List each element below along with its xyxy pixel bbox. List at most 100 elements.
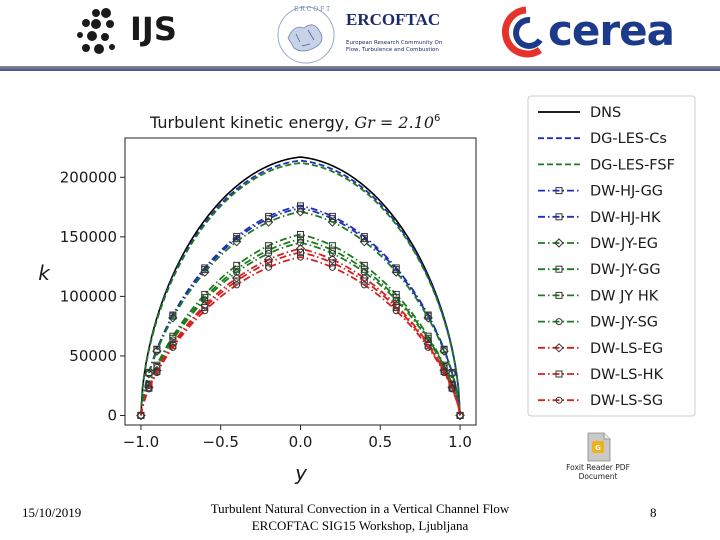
data-point xyxy=(328,242,336,250)
ijs-logo-text: IJS xyxy=(130,10,177,48)
chart-title: Turbulent kinetic energy, Gr = 2.106 xyxy=(149,113,440,132)
data-point xyxy=(439,346,449,356)
data-point xyxy=(295,244,306,254)
chart-title-math: Gr = 2.10 xyxy=(354,113,434,132)
y-tick-label: 50000 xyxy=(69,347,117,365)
footer-title: Turbulent Natural Convection in a Vertic… xyxy=(160,500,560,534)
legend-entry: DW-LS-EG xyxy=(538,341,663,357)
data-point xyxy=(233,281,241,289)
data-point xyxy=(145,385,153,393)
y-axis-label: k xyxy=(38,261,51,285)
data-point xyxy=(265,263,273,271)
data-point xyxy=(360,268,368,276)
data-point xyxy=(440,369,448,377)
data-point xyxy=(447,368,457,379)
page-number: 8 xyxy=(650,505,657,520)
series-line xyxy=(140,162,461,416)
data-point xyxy=(263,217,274,227)
legend-marker xyxy=(555,291,563,299)
data-point xyxy=(297,253,304,261)
series-dw-ls-hk xyxy=(137,248,464,419)
legend-label: DW-JY-SG xyxy=(590,315,658,331)
foxit-pdf-label: Foxit Reader PDF Document xyxy=(566,463,630,481)
data-point xyxy=(392,307,400,315)
data-point xyxy=(360,281,368,289)
legend-entry: DW-HJ-HK xyxy=(538,210,661,226)
legend-marker xyxy=(555,370,563,378)
plot-frame xyxy=(124,137,477,426)
data-point xyxy=(423,313,433,323)
data-point xyxy=(265,215,273,223)
footer-title-line2: ERCOFTAC SIG15 Workshop, Ljubljana xyxy=(251,518,469,533)
data-point xyxy=(391,300,401,310)
legend-label: DW-JY-GG xyxy=(590,262,661,278)
slide-header: IJS E R C O F T ERCOFTAC European Resear… xyxy=(0,0,720,75)
series-line xyxy=(140,159,461,416)
legend-label: DW-LS-SG xyxy=(590,393,663,409)
series-line xyxy=(140,256,461,416)
legend-marker xyxy=(555,265,563,273)
y-tick-label: 0 xyxy=(107,406,117,424)
legend-entry: DW-LS-HK xyxy=(538,367,664,383)
data-point xyxy=(265,259,273,267)
data-point xyxy=(327,254,338,265)
series-line xyxy=(140,251,461,416)
data-point xyxy=(392,304,400,312)
data-point xyxy=(391,267,401,277)
data-point xyxy=(327,217,338,227)
y-tick-label: 100000 xyxy=(60,287,117,305)
data-point xyxy=(328,259,336,267)
y-axis: 0 50000 100000 150000 200000 xyxy=(60,168,125,424)
chart-title-text: Turbulent kinetic energy, xyxy=(149,113,354,132)
y-tick-label: 200000 xyxy=(60,168,117,186)
legend-label: DW JY HK xyxy=(590,288,659,304)
series-dw-ls-sg xyxy=(137,253,464,419)
series-line xyxy=(140,210,461,416)
series-line xyxy=(140,156,461,416)
legend-entry: DW-JY-EG xyxy=(538,236,658,252)
legend-label: DW-JY-EG xyxy=(590,236,658,252)
legend-entry: DW JY HK xyxy=(538,288,659,304)
data-point xyxy=(297,230,304,238)
svg-text:G: G xyxy=(595,444,601,452)
data-point xyxy=(265,242,273,250)
series-dw-ls-eg xyxy=(136,244,465,421)
plot-area xyxy=(136,156,465,421)
legend-label: DG-LES-FSF xyxy=(590,157,675,173)
legend-entry: DW-LS-SG xyxy=(538,393,663,409)
legend-label: DG-LES-Cs xyxy=(590,131,667,147)
data-point xyxy=(153,369,161,377)
svg-text:E R C O F T: E R C O F T xyxy=(294,6,330,13)
foxit-pdf-attachment[interactable]: G Foxit Reader PDF Document xyxy=(556,432,640,488)
data-point xyxy=(424,343,432,351)
x-tick-label: −0.5 xyxy=(203,433,239,451)
x-tick-label: 1.0 xyxy=(448,433,472,451)
pdf-file-icon: G xyxy=(587,432,611,462)
cerea-swirl-icon xyxy=(501,6,543,58)
data-point xyxy=(233,268,241,276)
data-point xyxy=(201,307,209,315)
x-tick-label: 0.0 xyxy=(289,433,313,451)
data-point xyxy=(169,343,177,351)
legend-label: DW-HJ-HK xyxy=(590,210,661,226)
data-point xyxy=(328,250,336,258)
chart-title-exp: 6 xyxy=(434,113,440,124)
legend-label: DW-LS-EG xyxy=(590,341,663,357)
header-rule xyxy=(0,66,720,71)
data-point xyxy=(448,385,456,393)
x-tick-label: 0.5 xyxy=(368,433,392,451)
series-line xyxy=(140,238,461,416)
data-point xyxy=(265,250,273,258)
series-dg-les-fsf xyxy=(140,162,461,416)
legend-label: DNS xyxy=(590,105,621,121)
legend-entry: DNS xyxy=(538,105,621,121)
tke-chart: Turbulent kinetic energy, Gr = 2.106 −1.… xyxy=(38,95,696,485)
series-dns xyxy=(140,156,461,416)
footer-title-line1: Turbulent Natural Convection in a Vertic… xyxy=(210,501,510,516)
data-point xyxy=(392,266,400,274)
data-point xyxy=(424,312,432,320)
data-point xyxy=(392,296,400,304)
data-point xyxy=(360,265,368,273)
legend-marker xyxy=(555,213,563,221)
data-point xyxy=(137,411,145,419)
